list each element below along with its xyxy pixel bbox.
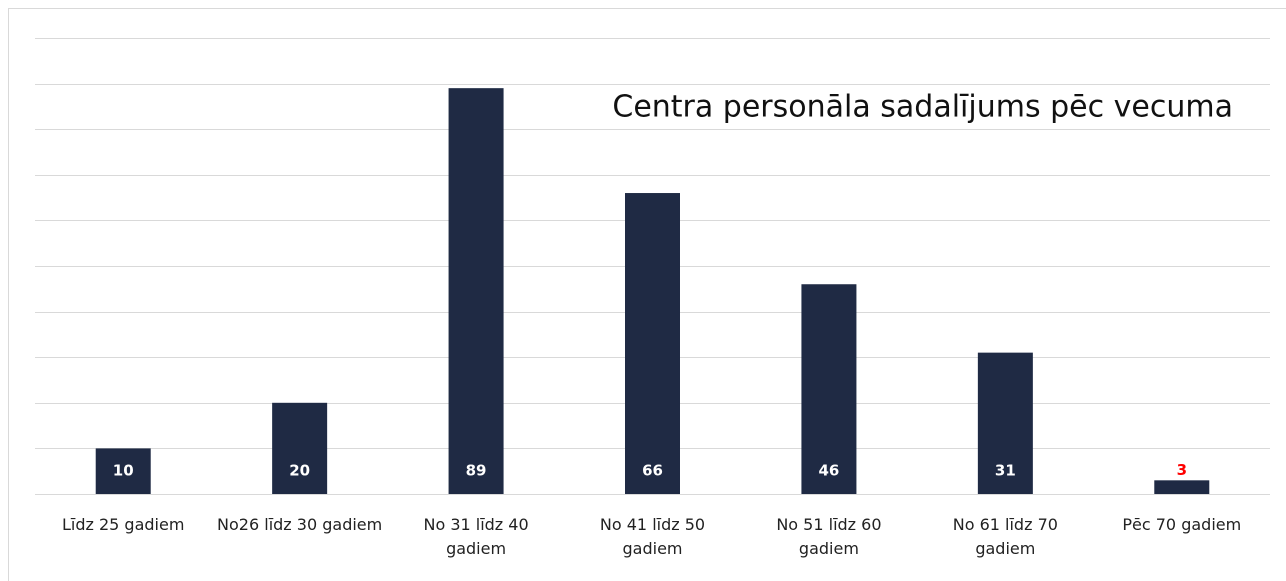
data-label: 3 <box>1177 461 1187 479</box>
x-tick-label: No 31 līdz 40 gadiem <box>423 515 529 558</box>
x-tick-label: Pēc 70 gadiem <box>1122 515 1242 534</box>
chart-border <box>8 8 1286 581</box>
x-tick-label: No 51 līdz 60 gadiem <box>776 515 882 558</box>
bar <box>272 402 328 494</box>
x-tick-label: Līdz 25 gadiem <box>61 515 185 534</box>
bar <box>801 284 857 494</box>
bar <box>977 352 1033 494</box>
bar <box>448 88 504 494</box>
bar <box>95 448 151 494</box>
data-label: 89 <box>466 462 487 480</box>
data-label: 66 <box>642 462 663 480</box>
data-label: 10 <box>113 462 134 480</box>
data-label: 20 <box>289 462 310 480</box>
bar <box>1154 480 1210 494</box>
data-label: 31 <box>995 462 1016 480</box>
chart-title: Centra personāla sadalījums pēc vecuma <box>612 90 1233 125</box>
data-label: 46 <box>818 462 839 480</box>
x-tick-label: No 61 līdz 70 gadiem <box>952 515 1058 558</box>
bar <box>625 193 680 495</box>
x-tick-label: No 41 līdz 50 gadiem <box>599 515 706 558</box>
x-tick-label: No26 līdz 30 gadiem <box>217 515 383 534</box>
